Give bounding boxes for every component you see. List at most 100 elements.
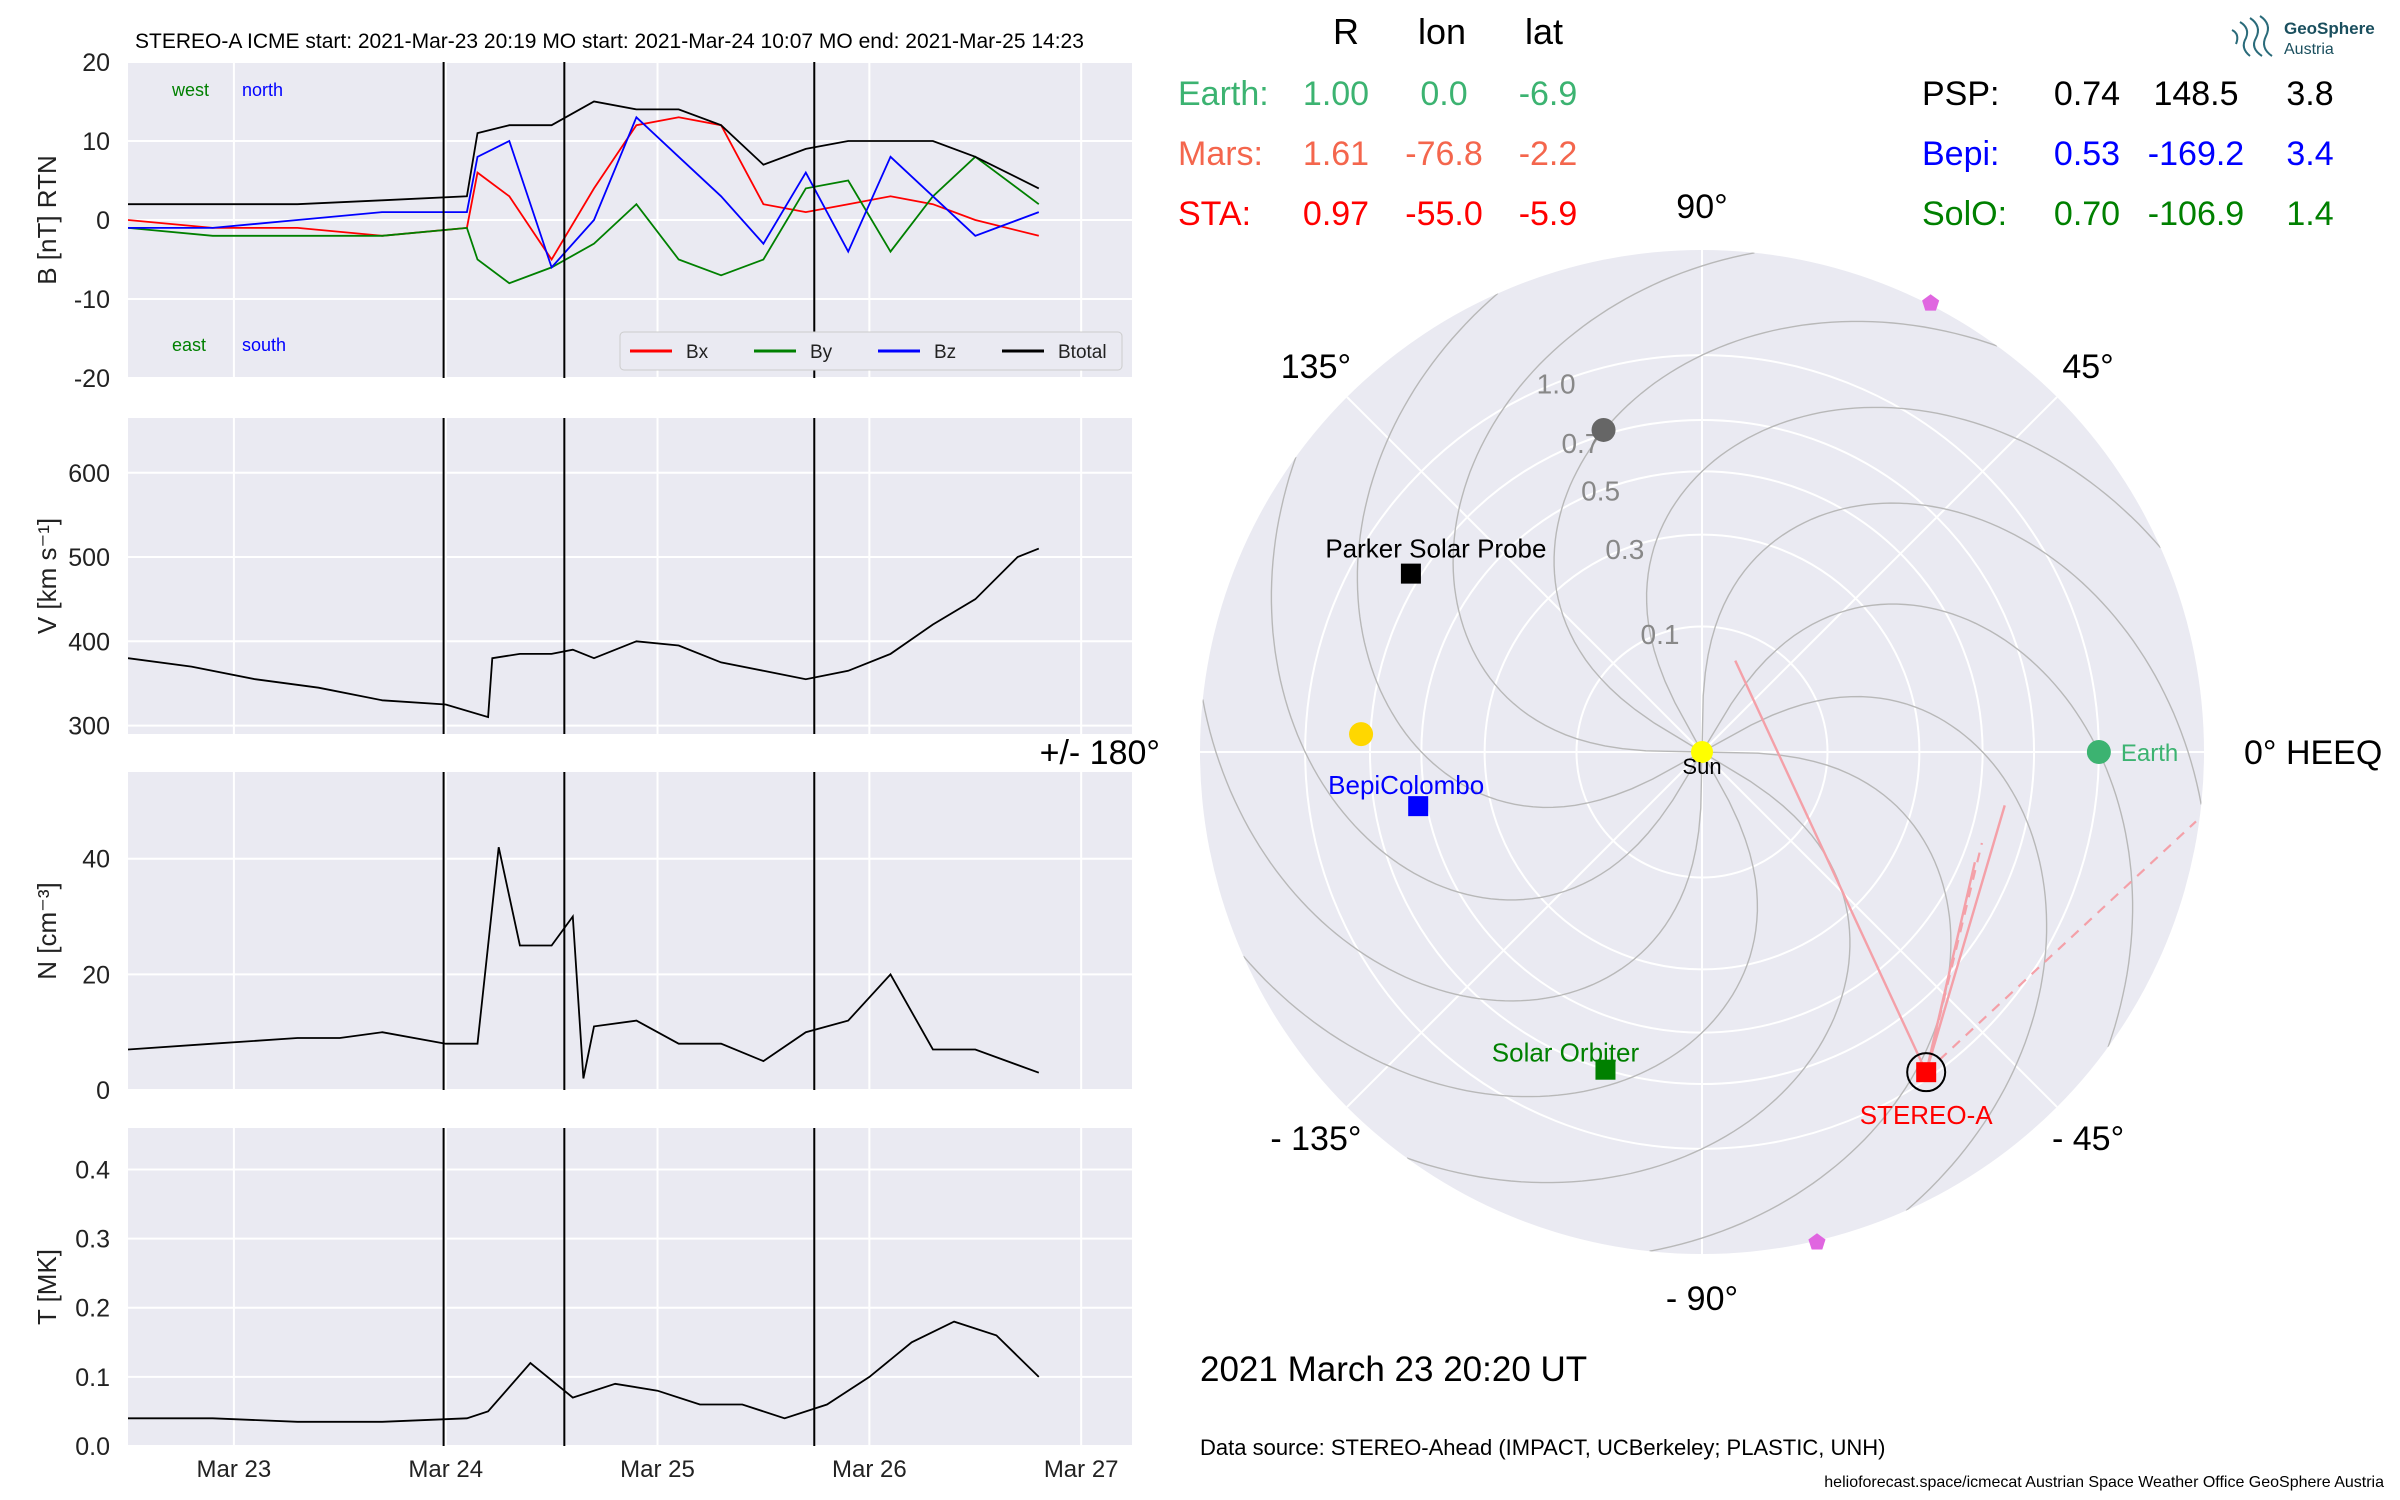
sta-line: [1734, 660, 1928, 1073]
sta-dashed-line: [1925, 842, 1983, 1073]
series-line-v: [128, 547, 1040, 719]
polar-angle-label: - 135°: [1270, 1120, 1361, 1158]
polar-r-tick-label: 0.3: [1605, 534, 1644, 565]
marker-circle: [1349, 722, 1374, 747]
panel-n: 0 20 40 N [cm⁻³]: [32, 772, 1132, 1105]
y-axis-label: B [nT] RTN: [32, 155, 62, 285]
annot-west: west: [171, 80, 209, 100]
marker-square: [1916, 1062, 1937, 1083]
marker-pentagon: [1922, 294, 1940, 311]
series-line-t: [128, 1320, 1040, 1423]
table-row-r: 0.53: [2054, 135, 2120, 173]
table-row-r: 1.61: [1303, 135, 1369, 173]
polar-angle-label: +/- 180°: [1040, 734, 1160, 772]
y-tick-label: 20: [82, 961, 110, 989]
y-tick-label: 10: [82, 128, 110, 156]
y-tick-label: 0: [96, 1077, 110, 1105]
table-header: lon: [1418, 11, 1466, 52]
table-row-lat: -2.2: [1519, 135, 1578, 173]
legend: Bx By Bz Btotal: [619, 331, 1123, 371]
x-tick-label: Mar 24: [408, 1456, 483, 1483]
parker-spiral: [1356, 292, 1703, 809]
annot-east: east: [172, 335, 206, 355]
y-tick-label: 500: [68, 544, 110, 572]
table-row-lon: -55.0: [1405, 195, 1483, 233]
object-label: STEREO-A: [1860, 1100, 1994, 1130]
polar-r-tick-label: 0.1: [1641, 619, 1680, 650]
datetime-label: 2021 March 23 20:20 UT: [1200, 1350, 1587, 1389]
y-tick-label: -20: [74, 365, 110, 393]
polar-object-solar-orbiter: Solar Orbiter: [1492, 1038, 1640, 1080]
parker-spiral: [1701, 502, 2202, 805]
panel-background: [128, 772, 1132, 1090]
polar-plot: 0.10.30.50.71.090°45°0° HEEQ- 45°- 90°- …: [1040, 188, 2383, 1318]
polar-angle-label: - 45°: [2052, 1120, 2124, 1158]
table-row-lat: -6.9: [1519, 75, 1578, 113]
polar-angle-label: - 90°: [1666, 1280, 1738, 1318]
x-tick-label: Mar 27: [1044, 1456, 1119, 1483]
y-tick-label: 0.2: [75, 1295, 110, 1323]
table-row-r: 1.00: [1303, 75, 1369, 113]
panel-t: 0.0 0.1 0.2 0.3 0.4 T [MK]: [32, 1128, 1132, 1461]
polar-object-sun: Sun: [1682, 741, 1722, 779]
data-source-label: Data source: STEREO-Ahead (IMPACT, UCBer…: [1200, 1435, 1885, 1460]
marker-circle: [1591, 417, 1616, 442]
table-row-name: Mars:: [1178, 135, 1263, 173]
event-title: STEREO-A ICME start: 2021-Mar-23 20:19 M…: [135, 30, 1084, 53]
legend-label-By: By: [810, 342, 833, 363]
parker-spiral: [1270, 456, 1703, 901]
table-row-name: SolO:: [1922, 195, 2007, 233]
sta-dashed-line: [1925, 820, 2197, 1073]
y-tick-label: 0.3: [75, 1226, 110, 1254]
y-tick-label: 0: [96, 207, 110, 235]
series-line-Bz: [128, 115, 1040, 270]
polar-angle-label: 0° HEEQ: [2244, 734, 2382, 772]
parker-spiral: [1701, 695, 2048, 1212]
table-header: lat: [1525, 11, 1563, 52]
panel-b: -20 -10 0 10 20 B [nT] RTN Bx By Bz Btotal west nor…: [32, 49, 1132, 393]
legend-label-Bz: Bz: [934, 342, 956, 363]
y-tick-label: 0.0: [75, 1433, 110, 1461]
table-row-lon: -169.2: [2148, 135, 2244, 173]
y-tick-label: -10: [74, 286, 110, 314]
polar-object-mercury: [1349, 722, 1374, 747]
legend-label-Bx: Bx: [686, 342, 709, 363]
polar-object-bepicolombo: BepiColombo: [1328, 770, 1484, 817]
polar-angle-label: 45°: [2062, 348, 2113, 386]
x-tick-label: Mar 23: [197, 1456, 272, 1483]
object-label: BepiColombo: [1328, 770, 1484, 800]
panel-background: [128, 418, 1132, 734]
polar-angle-label: 135°: [1281, 348, 1351, 386]
table-row-lon: -106.9: [2148, 195, 2244, 233]
table-row-lon: 0.0: [1420, 75, 1467, 113]
credits-label: helioforecast.space/icmecat Austrian Spa…: [1824, 1474, 2384, 1491]
y-axis-label: V [km s⁻¹]: [32, 518, 62, 634]
table-row-name: Earth:: [1178, 75, 1269, 113]
object-label: Earth: [2121, 740, 2178, 767]
table-row-lon: 148.5: [2153, 75, 2238, 113]
polar-object-jupiter: [1922, 294, 1940, 311]
y-axis-label: T [MK]: [32, 1249, 62, 1325]
parker-spiral: [1242, 751, 1759, 1098]
table-row-name: STA:: [1178, 195, 1251, 233]
parker-spiral: [1701, 603, 2134, 1048]
y-axis-label: N [cm⁻³]: [32, 882, 62, 980]
table-row-name: PSP:: [1922, 75, 1999, 113]
sta-line: [1925, 805, 2006, 1073]
logo-line2: Austria: [2284, 41, 2334, 58]
parker-spiral: [1553, 320, 1998, 753]
polar-object-parker-solar-probe: Parker Solar Probe: [1325, 534, 1546, 584]
table-row-r: 0.70: [2054, 195, 2120, 233]
annot-north: north: [242, 80, 283, 100]
geosphere-logo: GeoSphere Austria: [2231, 15, 2375, 58]
marker-pentagon: [1808, 1233, 1826, 1250]
table-row-lat: 3.8: [2286, 75, 2333, 113]
marker-ring: [1906, 1052, 1947, 1093]
series-line-Btotal: [128, 100, 1040, 206]
y-tick-label: 0.1: [75, 1364, 110, 1392]
legend-label-Btotal: Btotal: [1058, 342, 1107, 363]
polar-object-earth: Earth: [2086, 740, 2178, 767]
polar-object-venus: [1591, 417, 1616, 442]
panel-background: [128, 1128, 1132, 1446]
